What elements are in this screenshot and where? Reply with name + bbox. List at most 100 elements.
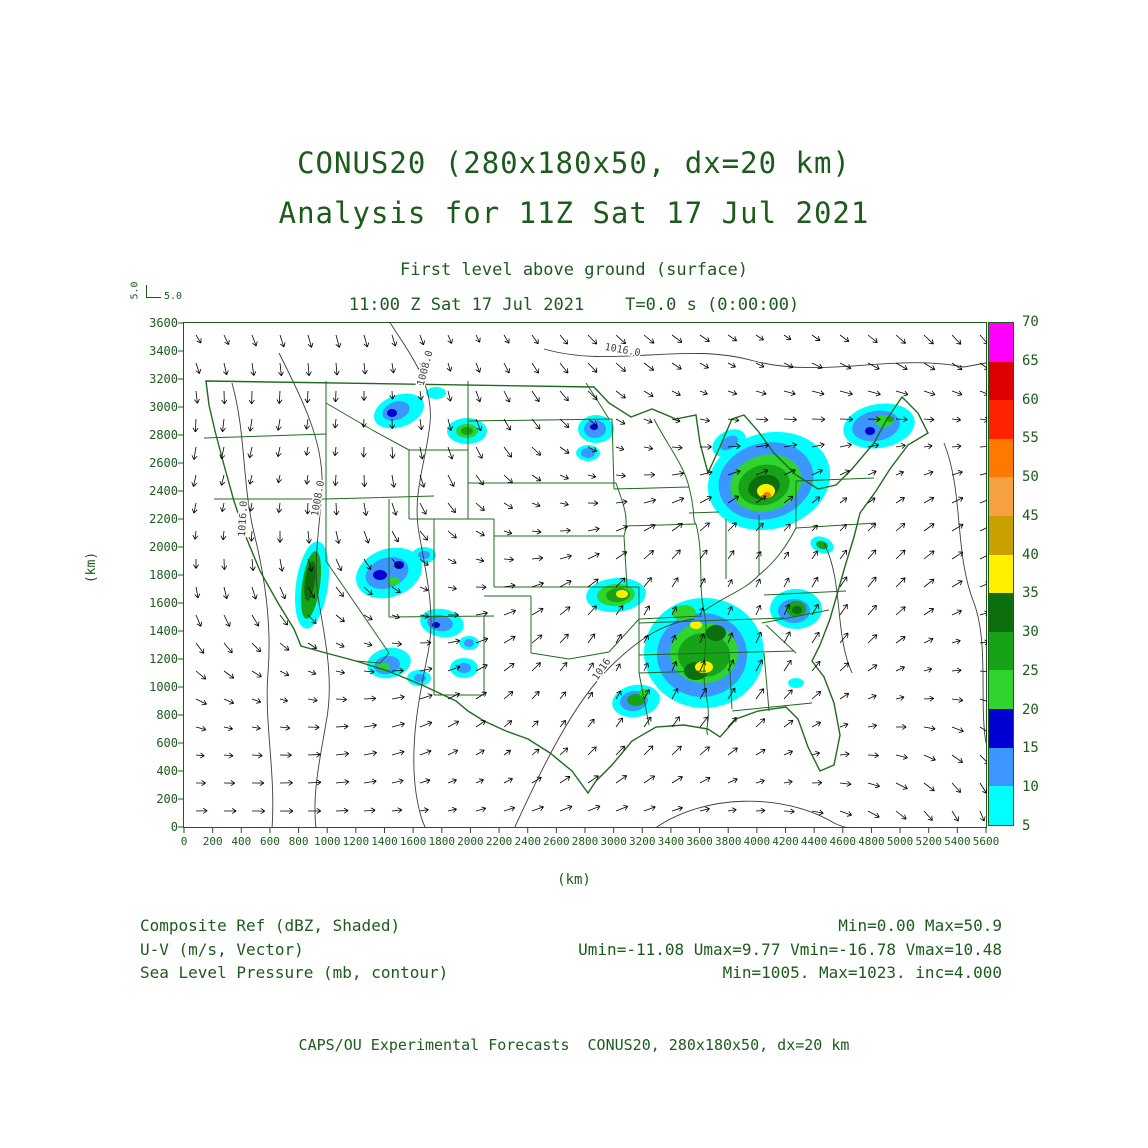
wind-vector-arrow-icon — [503, 749, 512, 756]
wind-vector-arrow-icon — [979, 726, 987, 735]
wind-vector-arrow-icon — [671, 496, 685, 504]
wind-vector-arrow-icon — [783, 808, 795, 815]
field-info-row-3: Sea Level Pressure (mb, contour) Min=100… — [140, 963, 1002, 982]
wind-vector-arrow-icon — [531, 581, 544, 588]
y-axis-label: (km) — [84, 551, 100, 584]
wind-vector-arrow-icon — [335, 614, 345, 623]
field3-name: Sea Level Pressure (mb, contour) — [140, 963, 449, 982]
x-tick-label: 1200 — [342, 835, 370, 848]
x-tick-label: 4000 — [743, 835, 771, 848]
wind-vector-arrow-icon — [531, 634, 543, 644]
wind-vector-arrow-icon — [671, 805, 683, 812]
colorbar-segment — [989, 477, 1013, 517]
wind-vector-arrow-icon — [279, 808, 294, 814]
wind-vector-arrow-icon — [615, 577, 626, 588]
wind-vector-arrow-icon — [475, 610, 488, 617]
x-axis-label: (km) — [557, 872, 591, 888]
wind-vector-arrow-icon — [304, 418, 310, 430]
wind-vector-arrow-icon — [419, 474, 426, 488]
wind-vector-arrow-icon — [195, 670, 207, 680]
wind-vector-arrow-icon — [699, 687, 707, 700]
wind-vector-arrow-icon — [419, 666, 433, 673]
wind-vector-arrow-icon — [304, 390, 311, 404]
wind-vector-arrow-icon — [418, 362, 424, 372]
wind-vector-arrow-icon — [587, 446, 598, 453]
wind-vector-arrow-icon — [923, 443, 933, 450]
pressure-contour-label: 1016.0 — [237, 501, 250, 538]
wind-vector-arrow-icon — [503, 446, 513, 458]
wind-vector-arrow-icon — [643, 471, 656, 478]
wind-vector-arrow-icon — [895, 606, 906, 616]
wind-vector-arrow-icon — [503, 502, 514, 509]
axis-ticks — [178, 322, 987, 833]
wind-vector-arrow-icon — [867, 634, 878, 644]
wind-vector-arrow-icon — [699, 776, 711, 784]
wind-vector-arrow-icon — [195, 807, 208, 814]
wind-vector-arrow-icon — [251, 698, 262, 704]
wind-vector-arrow-icon — [249, 558, 256, 572]
wind-vector-arrow-icon — [251, 724, 261, 731]
wind-vector-arrow-icon — [867, 576, 877, 588]
wind-vector-arrow-icon — [727, 632, 734, 644]
x-tick-label: 2000 — [457, 835, 484, 848]
wind-vector-arrow-icon — [951, 334, 962, 345]
wind-vector-arrow-icon — [755, 551, 762, 560]
wind-vector-arrow-icon — [223, 752, 234, 759]
wind-vector-arrow-icon — [447, 612, 459, 618]
wind-vector-arrow-icon — [531, 720, 539, 728]
wind-vector-arrow-icon — [895, 334, 906, 344]
wind-vector-arrow-icon — [559, 633, 569, 644]
wind-vector-arrow-icon — [447, 530, 457, 539]
x-tick-label: 3400 — [657, 835, 685, 848]
x-tick-label: 1800 — [428, 835, 456, 848]
reflectivity-cell-lower-mississippi — [690, 621, 702, 629]
wind-vector-arrow-icon — [391, 721, 405, 728]
vector-scale-v-label: 5.0 — [129, 281, 141, 300]
wind-vector-arrow-icon — [671, 661, 678, 672]
wind-vector-arrow-icon — [867, 782, 880, 789]
wind-vector-arrow-icon — [475, 637, 489, 644]
wind-vector-arrow-icon — [531, 805, 544, 812]
wind-vector-arrow-icon — [615, 551, 628, 560]
colorbar-tick-label: 15 — [1022, 740, 1039, 757]
wind-vector-arrow-icon — [699, 496, 712, 504]
wind-vector-arrow-icon — [951, 726, 964, 733]
wind-vector-arrow-icon — [699, 389, 708, 396]
y-tick-label: 1200 — [149, 652, 178, 666]
reflectivity-cell-new-england — [865, 427, 875, 435]
wind-vector-arrow-icon — [727, 522, 737, 532]
wind-vector-arrow-icon — [391, 613, 400, 620]
wind-vector-arrow-icon — [811, 690, 822, 700]
wind-vector-arrow-icon — [979, 390, 987, 396]
wind-vector-arrow-icon — [251, 780, 265, 786]
wind-vector-arrow-icon — [335, 807, 349, 814]
vector-scale-bracket-icon — [146, 285, 161, 298]
wind-vector-arrow-icon — [783, 551, 789, 560]
wind-vector-arrow-icon — [275, 418, 282, 431]
wind-vector-arrow-icon — [363, 558, 372, 570]
colorbar-tick-label: 50 — [1022, 469, 1039, 486]
wind-vector-arrow-icon — [615, 690, 622, 700]
wind-vector-arrow-icon — [979, 470, 987, 476]
wind-vector-arrow-icon — [418, 418, 424, 431]
wind-vector-arrow-icon — [559, 362, 569, 374]
wind-vector-arrow-icon — [335, 779, 350, 785]
wind-vector-arrow-icon — [727, 659, 735, 672]
wind-vector-arrow-icon — [643, 805, 656, 812]
wind-vector-arrow-icon — [335, 586, 344, 598]
wind-vector-arrow-icon — [531, 334, 539, 345]
wind-vector-arrow-icon — [418, 446, 425, 460]
wind-vector-arrow-icon — [419, 639, 432, 646]
wind-vector-arrow-icon — [307, 807, 322, 814]
colorbar-segment — [989, 747, 1013, 787]
wind-vector-arrow-icon — [671, 688, 679, 700]
wind-vector-arrow-icon — [279, 614, 288, 626]
wind-vector-arrow-icon — [279, 752, 292, 759]
wind-vector-arrow-icon — [335, 696, 347, 703]
wind-vector-arrow-icon — [615, 390, 626, 399]
x-tick-label: 2600 — [543, 835, 570, 848]
wind-vector-arrow-icon — [615, 605, 624, 616]
field1-name: Composite Ref (dBZ, Shaded) — [140, 916, 401, 935]
wind-vector-arrow-icon — [811, 468, 823, 476]
wind-vector-arrow-icon — [643, 418, 653, 424]
